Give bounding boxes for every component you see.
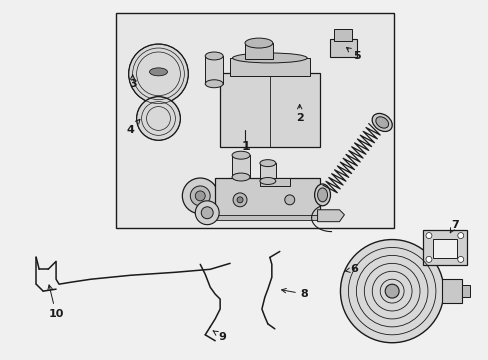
Bar: [441, 279, 461, 303]
Bar: [422, 230, 466, 265]
Text: 7: 7: [449, 220, 458, 233]
Bar: [334, 29, 352, 41]
Ellipse shape: [232, 53, 306, 63]
Bar: [215, 215, 319, 220]
Ellipse shape: [232, 173, 249, 181]
Ellipse shape: [149, 68, 167, 76]
Circle shape: [457, 233, 463, 239]
Circle shape: [195, 191, 205, 201]
Text: 5: 5: [346, 48, 361, 61]
Circle shape: [201, 207, 213, 219]
Circle shape: [136, 96, 180, 140]
Circle shape: [385, 284, 398, 298]
Bar: [116, 13, 393, 228]
Circle shape: [425, 256, 431, 262]
Bar: [220, 73, 319, 147]
Ellipse shape: [205, 52, 223, 60]
Circle shape: [233, 193, 246, 207]
Circle shape: [182, 178, 218, 214]
Ellipse shape: [205, 80, 223, 88]
Circle shape: [237, 197, 243, 203]
Circle shape: [425, 233, 431, 239]
Text: 9: 9: [213, 331, 225, 342]
Text: 8: 8: [281, 288, 308, 299]
Bar: [244, 43, 272, 59]
Text: 4: 4: [126, 119, 140, 135]
Ellipse shape: [260, 159, 275, 167]
Bar: [205, 56, 223, 84]
Ellipse shape: [314, 184, 330, 206]
Circle shape: [457, 256, 463, 262]
Text: 6: 6: [344, 264, 358, 274]
Bar: [232, 155, 249, 177]
Ellipse shape: [244, 38, 272, 48]
Circle shape: [128, 44, 188, 104]
Bar: [461, 285, 469, 297]
Bar: [230, 58, 309, 76]
Bar: [260, 163, 275, 181]
Ellipse shape: [317, 188, 327, 202]
Text: 10: 10: [48, 285, 63, 319]
Bar: [329, 39, 357, 57]
Polygon shape: [317, 210, 344, 222]
Text: 2: 2: [295, 104, 303, 123]
Circle shape: [284, 195, 294, 205]
Bar: [432, 239, 456, 258]
Text: 1: 1: [241, 140, 249, 153]
Circle shape: [340, 239, 443, 343]
Ellipse shape: [371, 113, 391, 131]
Circle shape: [195, 201, 219, 225]
Bar: [260, 178, 289, 186]
Text: 3: 3: [128, 75, 136, 89]
Ellipse shape: [375, 117, 388, 128]
Bar: [215, 178, 319, 218]
Circle shape: [190, 186, 210, 206]
Ellipse shape: [232, 151, 249, 159]
Ellipse shape: [260, 177, 275, 184]
